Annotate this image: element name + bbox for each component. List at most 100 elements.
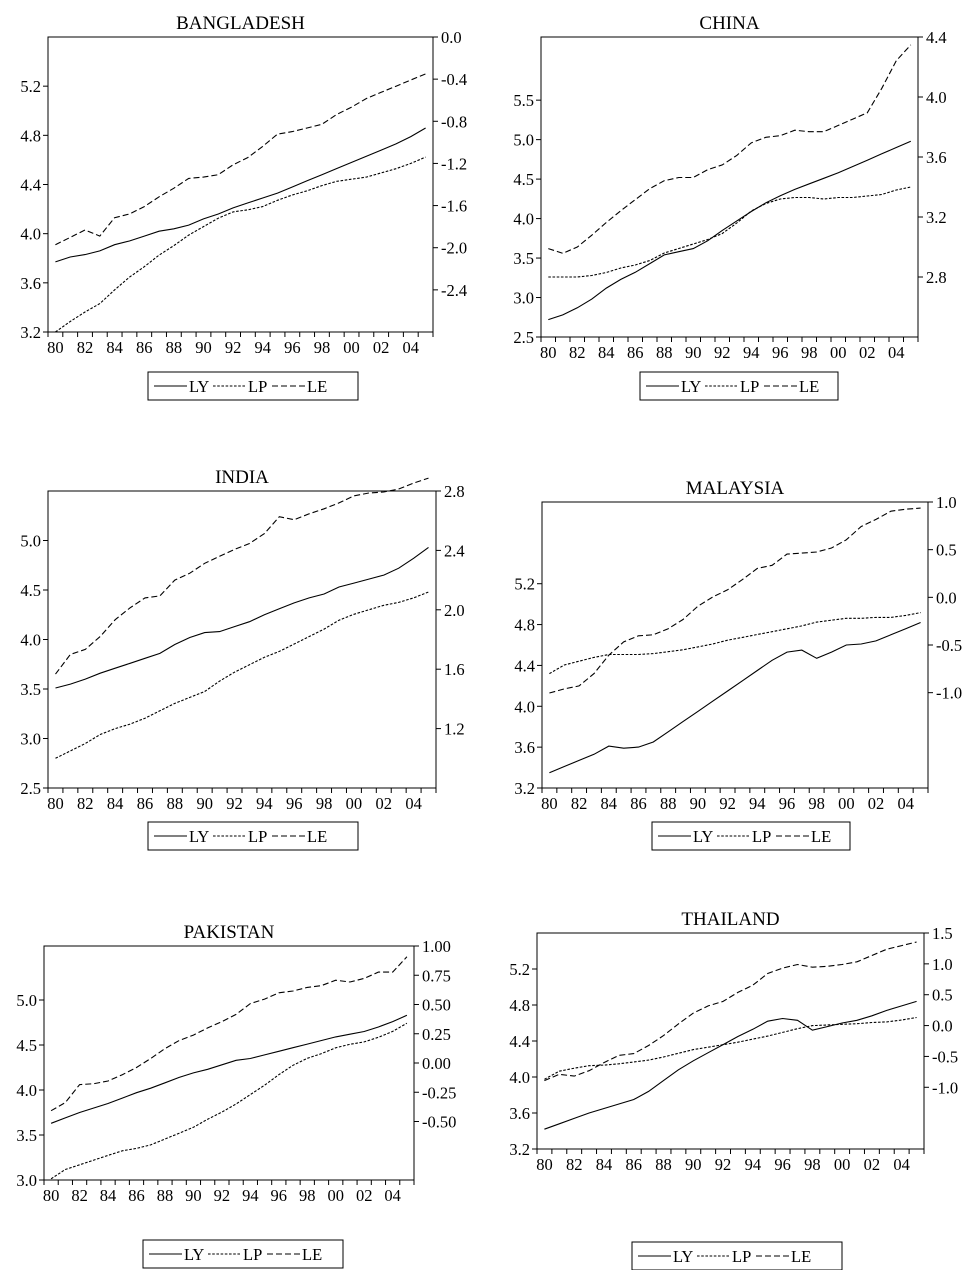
legend-label-ly: LY: [673, 1247, 693, 1266]
y-right-tick-label: 0.25: [422, 1025, 451, 1044]
y-left-tick-label: 4.0: [20, 225, 41, 244]
x-tick-label: 88: [167, 794, 184, 813]
x-tick-label: 96: [774, 1155, 791, 1174]
x-tick-label: 90: [690, 794, 707, 813]
y-right-tick-label: 0.0: [936, 588, 957, 607]
y-left-tick-label: 5.2: [20, 77, 41, 96]
x-tick-label: 96: [271, 1186, 288, 1205]
chart-panel-china: CHINA 80 82 84 86 88 90 92 94 96 98 00 02 04 2.5 3.0 3.5…: [513, 13, 947, 401]
y-left-tick-label: 4.0: [16, 1081, 37, 1100]
legend-label-lp: LP: [248, 377, 267, 396]
y-right-tick-label: 0.5: [932, 986, 953, 1005]
x-tick-label: 96: [772, 343, 789, 362]
x-tick-label: 00: [830, 343, 847, 362]
y-right-tick-label: 1.0: [936, 493, 957, 512]
y-left-tick-label: 4.0: [513, 210, 534, 229]
legend: LY LP LE: [147, 371, 359, 401]
x-tick-label: 80: [540, 343, 557, 362]
x-tick-label: 94: [254, 338, 271, 357]
chart-title: PAKISTAN: [184, 922, 275, 943]
x-tick-label: 82: [71, 1186, 88, 1205]
y-right-tick-label: -0.4: [441, 70, 467, 89]
series-line-le: [55, 73, 426, 246]
series-line-ly: [548, 140, 912, 321]
series-line-le: [548, 44, 912, 254]
chart-title: INDIA: [215, 467, 269, 488]
y-right-tick-label: 1.5: [932, 924, 953, 943]
y-left-tick-label: 5.5: [513, 91, 534, 110]
x-tick-label: 96: [284, 338, 301, 357]
chart-panel-malaysia: MALAYSIA 80 82 84 86 88 90 92 94 96 98 00 02 04 3.2 3.6…: [514, 478, 962, 851]
x-tick-label: 86: [136, 338, 153, 357]
y-left-tick-label: 4.0: [20, 631, 41, 650]
y-left-tick-label: 3.6: [20, 274, 41, 293]
x-tick-label: 90: [185, 1186, 202, 1205]
y-left-tick-label: 3.0: [513, 289, 534, 308]
x-tick-label: 82: [571, 794, 588, 813]
y-left-tick-label: 4.5: [16, 1036, 37, 1055]
series-line-le: [544, 941, 917, 1082]
series-line-lp: [548, 186, 911, 278]
x-tick-label: 88: [656, 343, 673, 362]
legend: LY LP LE: [651, 821, 851, 851]
y-left-tick-label: 4.0: [514, 697, 535, 716]
x-tick-label: 92: [214, 1186, 231, 1205]
x-tick-label: 00: [838, 794, 855, 813]
x-tick-label: 82: [77, 794, 94, 813]
legend-label-lp: LP: [248, 827, 267, 846]
legend: LY LP LE: [147, 821, 359, 851]
y-left-tick-label: 3.6: [514, 738, 535, 757]
x-tick-label: 88: [157, 1186, 174, 1205]
y-left-tick-label: 3.5: [16, 1126, 37, 1145]
x-tick-label: 80: [47, 338, 64, 357]
series-line-lp: [549, 612, 921, 675]
legend-label-lp: LP: [732, 1247, 751, 1266]
y-left-tick-label: 4.0: [509, 1068, 530, 1087]
legend: LY LP LE: [639, 371, 839, 401]
y-right-tick-label: 0.0: [441, 28, 462, 47]
y-right-tick-label: 0.00: [422, 1054, 451, 1073]
x-tick-label: 94: [743, 343, 760, 362]
x-tick-label: 84: [601, 794, 618, 813]
y-right-tick-label: -2.0: [441, 239, 467, 258]
x-tick-label: 92: [715, 1155, 732, 1174]
y-right-tick-label: 1.00: [422, 937, 451, 956]
y-left-tick-label: 4.8: [509, 996, 530, 1015]
y-left-tick-label: 4.4: [20, 176, 41, 195]
legend-label-ly: LY: [184, 1245, 204, 1264]
legend-label-ly: LY: [693, 827, 713, 846]
y-right-tick-label: 3.6: [926, 148, 947, 167]
x-tick-label: 02: [868, 794, 885, 813]
x-tick-label: 82: [566, 1155, 583, 1174]
x-tick-label: 98: [808, 794, 825, 813]
y-left-tick-label: 2.5: [513, 328, 534, 347]
x-tick-label: 84: [107, 794, 124, 813]
legend-label-lp: LP: [752, 827, 771, 846]
chart-panel-bangladesh: BANGLADESH 80 82 84 86 88 90 92 94 96 98 00 02 04 3.2 3…: [20, 13, 467, 401]
y-left-tick-label: 5.2: [514, 575, 535, 594]
x-tick-label: 98: [316, 794, 333, 813]
y-right-tick-label: 0.50: [422, 996, 451, 1015]
legend: LY LP LE: [142, 1239, 344, 1269]
x-tick-label: 80: [47, 794, 64, 813]
chart-title: BANGLADESH: [176, 13, 305, 34]
y-left-tick-label: 5.0: [513, 131, 534, 150]
plot-frame: [47, 490, 437, 789]
x-tick-label: 00: [343, 338, 360, 357]
series-line-ly: [55, 546, 429, 689]
series-line-lp: [544, 1016, 917, 1080]
y-left-tick-label: 3.2: [514, 779, 535, 798]
x-tick-label: 90: [685, 343, 702, 362]
y-left-tick-label: 4.8: [514, 616, 535, 635]
x-tick-label: 92: [225, 338, 242, 357]
series-line-ly: [50, 1014, 408, 1124]
x-tick-label: 94: [256, 794, 273, 813]
plot-frame: [541, 501, 929, 789]
x-tick-label: 02: [859, 343, 876, 362]
y-right-tick-label: -1.0: [932, 1078, 958, 1097]
x-tick-label: 04: [888, 343, 905, 362]
series-line-ly: [549, 621, 921, 774]
x-tick-label: 90: [196, 794, 213, 813]
legend-label-le: LE: [302, 1245, 322, 1264]
